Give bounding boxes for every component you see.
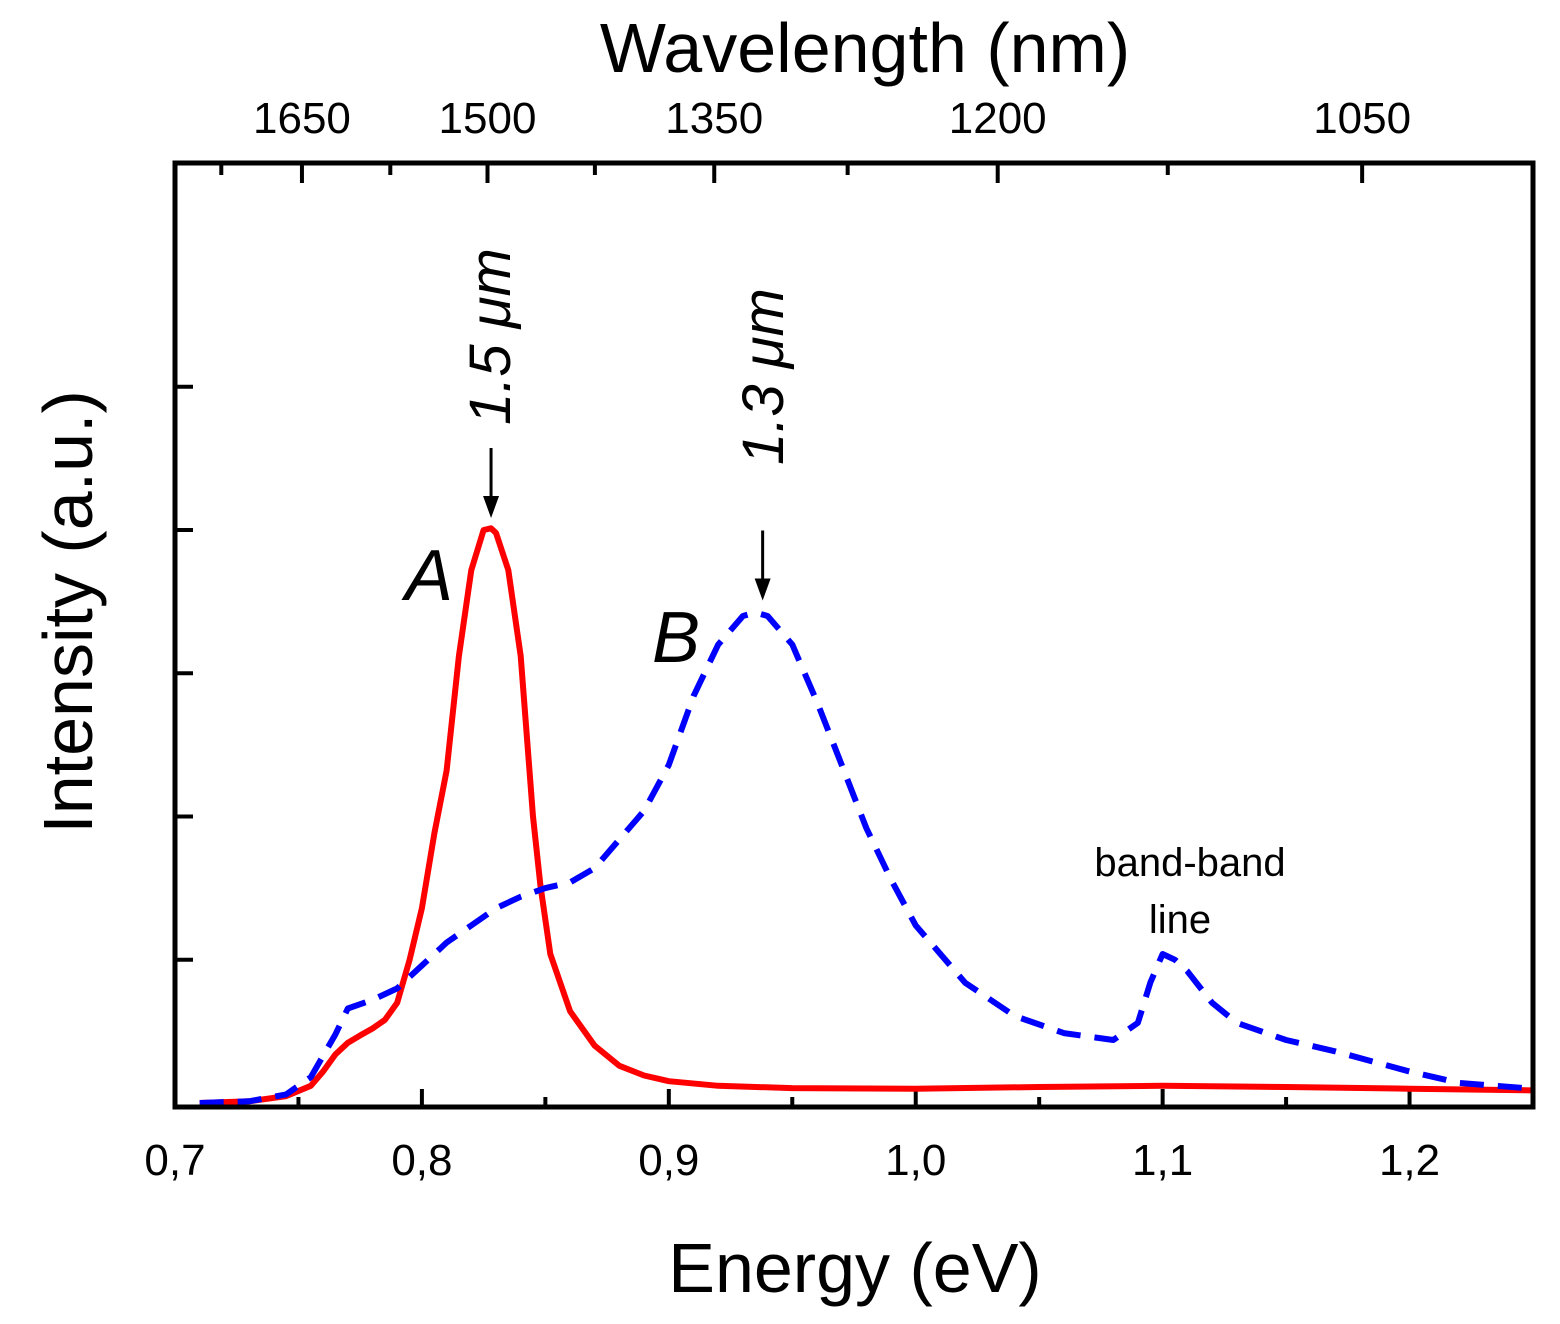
top-tick-label: 1200 <box>949 94 1047 143</box>
band-band-line-annotation: line <box>1149 898 1211 942</box>
peak-arrow-head <box>483 496 500 518</box>
peak-b-annotation: 1.3 μm <box>731 288 796 465</box>
peak-arrow-head <box>754 578 771 601</box>
x-tick-label: 0,8 <box>391 1136 452 1185</box>
x-tick-label: 1,2 <box>1379 1136 1440 1185</box>
axis-ticks <box>173 163 1412 1107</box>
peak-arrows <box>483 448 771 601</box>
top-tick-label: 1050 <box>1313 94 1411 143</box>
data-curves <box>199 525 1534 1106</box>
x-tick-label: 1,1 <box>1132 1136 1193 1185</box>
band-band-annotation: band-band <box>1094 841 1285 885</box>
series-b-line <box>199 609 1534 1106</box>
y-axis-title: Intensity (a.u.) <box>29 390 107 834</box>
top-tick-label: 1350 <box>665 94 763 143</box>
series-a-line <box>199 525 1534 1106</box>
top-axis-title: Wavelength (nm) <box>600 9 1130 87</box>
series-b-label: B <box>652 598 700 678</box>
series-a-label: A <box>401 536 453 616</box>
x-axis-title: Energy (eV) <box>668 1229 1041 1307</box>
plot-frame <box>172 160 1536 1110</box>
top-tick-label: 1500 <box>439 94 537 143</box>
top-tick-label: 1650 <box>253 94 351 143</box>
x-tick-label: 0,7 <box>144 1136 205 1185</box>
x-tick-label: 0,9 <box>638 1136 699 1185</box>
x-tick-label: 1,0 <box>885 1136 946 1185</box>
axis-tick-labels: 0,7 0,8 0,9 1,0 1,1 1,2 1650 1500 1350 1200 1050 <box>144 94 1440 1185</box>
peak-a-annotation: 1.5 μm <box>458 248 523 425</box>
